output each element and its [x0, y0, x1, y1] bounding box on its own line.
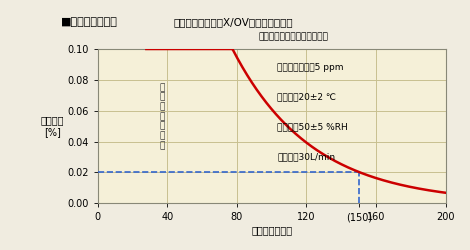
Bar	[376, 142, 446, 203]
Text: シ
ク
ロ
ヘ
キ
サ
ン: シ ク ロ ヘ キ サ ン	[159, 83, 164, 150]
Text: 直結式小型吸収缶X/OV（有機ガス用）: 直結式小型吸収缶X/OV（有機ガス用）	[174, 18, 294, 28]
Text: 通気流量30L/min: 通気流量30L/min	[277, 152, 336, 162]
Bar	[237, 111, 376, 203]
Text: 試験条件：最高許容透過濃度: 試験条件：最高許容透過濃度	[258, 32, 329, 42]
X-axis label: 破過時間［分］: 破過時間［分］	[251, 225, 292, 235]
Text: 通気湿度50±5 %RH: 通気湿度50±5 %RH	[277, 122, 348, 132]
Y-axis label: ガス濃度
[%]: ガス濃度 [%]	[40, 115, 64, 137]
Text: ■破過曲線図の例: ■破過曲線図の例	[61, 18, 118, 28]
Bar	[98, 49, 237, 203]
Text: シクロヘキサン5 ppm: シクロヘキサン5 ppm	[277, 62, 344, 72]
Text: 通気温度20±2 ℃: 通気温度20±2 ℃	[277, 92, 337, 102]
